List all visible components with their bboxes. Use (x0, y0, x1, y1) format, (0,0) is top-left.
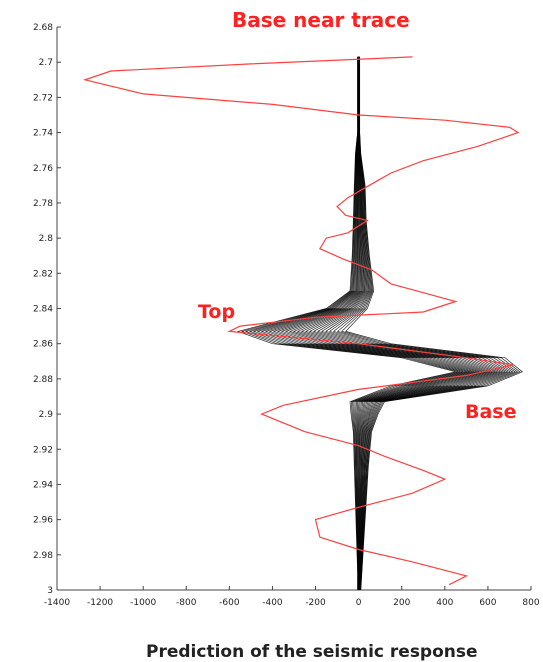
y-tick-label: 2.8 (39, 234, 54, 244)
ensemble-trace (284, 56, 487, 591)
ensemble-trace (324, 56, 511, 591)
y-tick-label: 2.82 (33, 269, 53, 279)
y-tick-label: 2.7 (39, 58, 53, 68)
ensemble-trace (296, 56, 494, 591)
x-tick-label: 600 (479, 598, 496, 608)
ensemble-trace (336, 56, 519, 591)
y-tick-label: 2.84 (33, 305, 53, 315)
ensemble-trace (264, 56, 475, 591)
y-tick-label: 2.98 (33, 551, 53, 561)
ensemble-trace (332, 56, 516, 591)
x-tick-label: -1000 (130, 598, 156, 608)
y-tick-label: 2.76 (33, 164, 53, 174)
y-tick-label: 2.68 (33, 23, 53, 33)
ensemble-trace (328, 56, 514, 591)
ensemble-traces (236, 56, 524, 591)
y-tick-label: 3 (47, 586, 53, 596)
ensemble-trace (276, 56, 482, 591)
y-tick-label: 2.94 (33, 480, 53, 490)
y-tick-label: 2.78 (33, 199, 53, 209)
y-tick-label: 2.96 (33, 516, 53, 526)
chart-caption: Prediction of the seismic response (146, 642, 478, 662)
ensemble-trace (260, 56, 472, 591)
ensemble-trace (280, 56, 484, 591)
top-annotation: Top (198, 301, 235, 323)
y-tick-label: 2.74 (33, 129, 53, 139)
ensemble-trace (244, 56, 461, 591)
y-tick-label: 2.88 (33, 375, 53, 385)
ensemble-trace (236, 56, 456, 590)
x-tick-label: -600 (219, 598, 240, 608)
ensemble-trace (288, 56, 489, 591)
ensemble-trace (341, 56, 521, 591)
x-tick-label: -200 (305, 598, 326, 608)
ensemble-trace (320, 56, 509, 591)
ensemble-trace (256, 56, 470, 591)
ensemble-trace (316, 56, 506, 591)
ensemble-trace (308, 56, 502, 591)
near-trace-line (82, 56, 520, 586)
x-tick-label: -400 (262, 598, 283, 608)
x-tick-label: -800 (176, 598, 197, 608)
ensemble-trace (252, 56, 467, 591)
x-tick-label: -1400 (44, 598, 70, 608)
ensemble-trace (345, 56, 524, 591)
ensemble-trace (248, 56, 464, 591)
y-tick-label: 2.86 (33, 340, 53, 350)
ensemble-trace (312, 56, 504, 591)
near-trace-series (82, 56, 520, 586)
y-tick-label: 2.92 (33, 445, 53, 455)
ensemble-trace (240, 56, 459, 590)
base-annotation: Base (465, 401, 517, 423)
ensemble-trace (272, 56, 480, 591)
chart-axes: 2.68 2.7 2.72 2.74 2.76 2.78 2.8 2.82 2.84 2.86 2.… (33, 23, 540, 608)
x-tick-label: -1200 (87, 598, 113, 608)
ensemble-trace (292, 56, 492, 591)
near-trace-annotation: Base near trace (232, 8, 410, 32)
x-tick-label: 200 (393, 598, 410, 608)
ensemble-trace (268, 56, 477, 591)
y-tick-label: 2.9 (39, 410, 54, 420)
y-tick-label: 2.72 (33, 93, 53, 103)
x-tick-label: 800 (522, 598, 539, 608)
x-tick-label: 400 (436, 598, 453, 608)
x-tick-label: 0 (356, 598, 362, 608)
